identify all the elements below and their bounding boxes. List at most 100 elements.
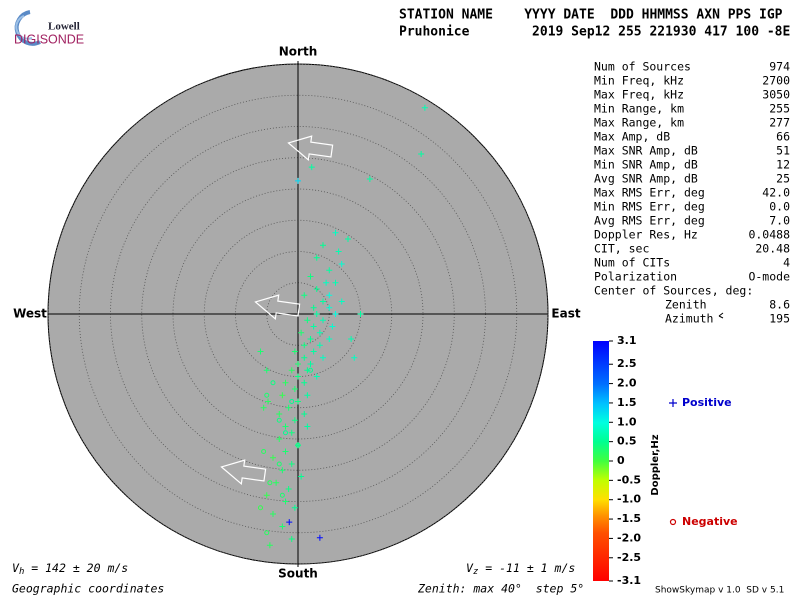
source-positive: [335, 248, 342, 255]
source-positive: [295, 177, 301, 184]
colorbar-tick-label: 3.1: [617, 334, 637, 347]
source-negative: [258, 505, 263, 511]
source-positive: [263, 367, 270, 374]
direction-label: East: [551, 307, 580, 321]
stat-label: Doppler Res, Hz: [594, 228, 698, 242]
source-negative: [267, 480, 273, 486]
colorbar-tick-label: 0.5: [617, 435, 637, 448]
source-positive: [304, 423, 311, 430]
stat-label: Polarization: [594, 270, 677, 284]
stat-value: 277: [769, 116, 790, 130]
stat-value: 2700: [762, 74, 790, 88]
source-positive: [320, 317, 326, 324]
source-positive: [291, 348, 298, 355]
vh-symbol: V: [12, 561, 20, 575]
source-positive: [273, 479, 280, 486]
source-positive: [348, 336, 355, 342]
colorbar-tick-label: 2.0: [617, 377, 637, 390]
stat-label: Avg SNR Amp, dB: [594, 172, 698, 186]
stat-label: Max Range, km: [594, 116, 684, 130]
colorbar-tick-label: -2.0: [617, 531, 641, 544]
stat-value: 195: [769, 312, 790, 326]
source-positive: [304, 367, 311, 374]
source-positive: [291, 386, 298, 392]
azimuth-icon: [718, 312, 724, 319]
source-positive: [295, 373, 301, 380]
source-positive: [301, 292, 308, 299]
stat-value: 20.48: [755, 242, 790, 256]
header-line: STATION NAME YYYY DATE DDD HHMMSS AXN PP…: [399, 8, 783, 23]
source-negative: [295, 442, 301, 448]
header-line: Pruhonice 2019 Sep12 255 221930 417 100 …: [399, 25, 790, 40]
stat-value: 8.6: [769, 298, 790, 312]
colorbar-tick-label: -0.5: [617, 473, 641, 486]
source-positive: [332, 229, 339, 236]
source-negative: [270, 380, 276, 386]
source-positive: [320, 354, 326, 361]
colorbar-tick-label: 2.5: [617, 357, 637, 370]
source-positive: [288, 367, 295, 374]
stat-label: Num of Sources: [594, 60, 691, 74]
source-positive: [285, 486, 292, 492]
drift-arrows: [220, 135, 334, 486]
source-negative: [283, 430, 288, 436]
vh-sub: h: [19, 567, 24, 577]
source-positive: [301, 342, 308, 349]
stat-label: CIT, sec: [594, 242, 649, 256]
vz-text: = -11 ± 1 m/s: [478, 561, 575, 575]
drift-arrow: [220, 459, 267, 486]
colorbar-tick-label: -3.1: [617, 574, 641, 587]
stat-value: 0.0488: [748, 228, 790, 242]
source-negative: [264, 392, 270, 398]
stat-value: 12: [776, 158, 790, 172]
stat-value: 3050: [762, 88, 790, 102]
source-negative: [276, 461, 282, 467]
source-positive: [279, 392, 286, 399]
source-positive: [345, 236, 351, 242]
source-positive: [357, 311, 364, 317]
source-positive: [279, 523, 286, 530]
source-negative: [276, 417, 282, 423]
source-positive: [288, 461, 295, 467]
vh: Vh = 142 ± 20 m/s: [12, 561, 128, 577]
legend: Positive Negative: [669, 396, 738, 528]
colorbar-label: Doppler,Hz: [650, 434, 661, 495]
source-positive: [316, 534, 323, 541]
source-positive: [313, 286, 320, 292]
logo-top: Lowell: [48, 21, 80, 33]
logo-bottom: DIGISONDE: [14, 32, 84, 46]
source-positive: [257, 348, 264, 355]
stat-label: Max SNR Amp, dB: [594, 144, 698, 158]
source-positive: [276, 411, 283, 417]
source-positive: [286, 519, 293, 526]
logo: Lowell DIGISONDE: [14, 10, 84, 46]
stat-value: 974: [769, 60, 790, 74]
drift-arrow: [254, 294, 301, 321]
stat-label: Zenith: [665, 298, 707, 312]
source-positive: [310, 304, 317, 311]
source-positive: [418, 151, 425, 157]
source-positive: [291, 504, 298, 511]
source-positive: [316, 342, 323, 349]
source-positive: [282, 448, 289, 455]
source-positive: [326, 304, 333, 311]
colorbar-tick-label: 0: [617, 454, 625, 467]
source-positive: [308, 164, 315, 171]
source-positive: [276, 436, 283, 442]
source-positive: [263, 492, 270, 499]
colorbar-tick-label: -1.0: [617, 493, 641, 506]
source-positive: [266, 542, 273, 549]
stat-label: Max Freq, kHz: [594, 88, 684, 102]
source-positive: [270, 511, 276, 517]
source-positive: [313, 311, 320, 317]
stat-value: 42.0: [762, 186, 790, 200]
stats-table: Num of Sources 974 Min Freq, kHz 2700 Max Fr…: [594, 60, 790, 326]
stat-value: 66: [776, 130, 790, 144]
stat-label: Avg RMS Err, deg: [594, 214, 705, 228]
source-positive: [323, 279, 330, 286]
source-positive: [326, 267, 333, 274]
source-positive: [338, 261, 345, 267]
coords: Geographic coordinates: [12, 582, 164, 596]
stat-value: 25: [776, 172, 790, 186]
